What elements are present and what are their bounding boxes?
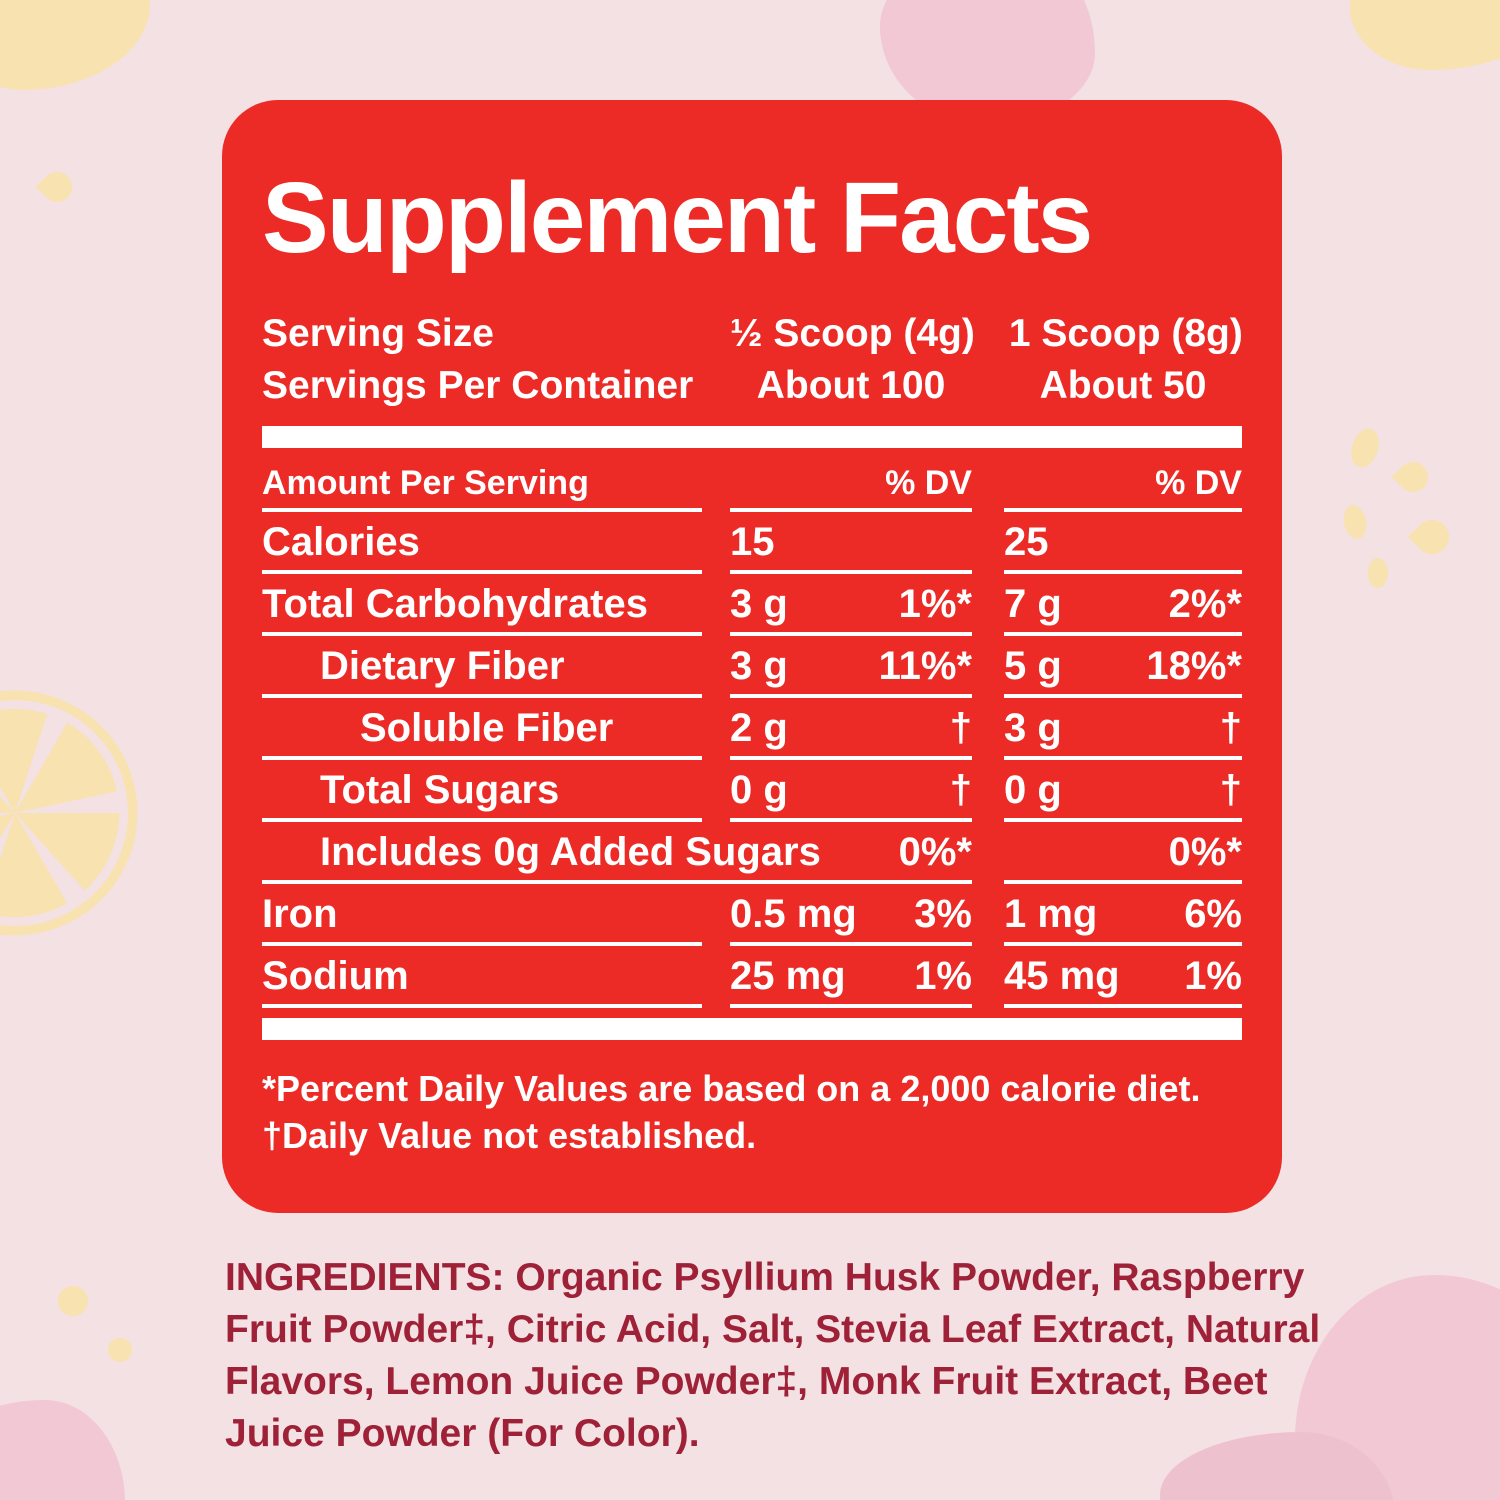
decor-drop-right-5-icon [1368,558,1388,588]
row-label: Sodium [262,954,702,1008]
table-row-calories: Calories 15 25 [262,512,1242,574]
decor-blob-bottom-left-icon [0,1400,125,1500]
amount-per-serving-label: Amount Per Serving [262,464,702,512]
row-label: Soluble Fiber [262,706,702,760]
table-row-soluble-fiber: Soluble Fiber 2 g † 3 g † [262,698,1242,760]
table-row-total-carbohydrates: Total Carbohydrates 3 g 1%* 7 g 2%* [262,574,1242,636]
amount: 0 g [730,768,788,812]
supplement-facts-panel: Supplement Facts Serving Size ½ Scoop (4… [222,100,1282,1213]
amount: 0.5 mg [730,892,857,936]
amount: 7 g [1004,582,1062,626]
decor-dot-bottom-left-2-icon [108,1338,132,1362]
amount: 2 g [730,706,788,750]
decor-drop-right-4-icon [1407,512,1457,562]
row-label: Total Carbohydrates [262,582,702,636]
amount: 1 mg [1004,892,1098,936]
row-label: Iron [262,892,702,946]
servings-per-container-col1: About 100 [756,364,946,407]
decor-blob-top-right-yellow-icon [1350,0,1500,70]
amount: 3 g [730,644,788,688]
serving-size-row: Serving Size ½ Scoop (4g) 1 Scoop (8g) [262,308,1243,360]
serving-size-label: Serving Size [262,312,494,355]
dv-header-col2: % DV [1004,464,1242,512]
amount: 3 g [1004,706,1062,750]
servings-per-container-label: Servings Per Container [262,364,694,407]
amount: 45 mg [1004,954,1120,998]
dv: 3% [914,892,972,936]
row-label: Includes 0g Added Sugars [320,830,821,874]
decor-lemon-slice-icon [0,690,138,936]
amount: 5 g [1004,644,1062,688]
amount: 3 g [730,582,788,626]
servings-per-container-row: Servings Per Container About 100 About 5… [262,360,1242,412]
facts-table: Amount Per Serving % DV % DV Calories 15… [262,456,1242,1008]
table-row-total-sugars: Total Sugars 0 g † 0 g † [262,760,1242,822]
ingredients-text: INGREDIENTS: Organic Psyllium Husk Powde… [225,1256,1321,1455]
serving-size-one-scoop: 1 Scoop (8g) [1008,312,1243,355]
dv: 0%* [898,830,972,874]
table-header-row: Amount Per Serving % DV % DV [262,456,1242,512]
dv-header-col1: % DV [730,464,972,512]
decor-drop-left-icon [35,165,79,209]
row-label: Calories [262,520,702,574]
serving-size-half-scoop: ½ Scoop (4g) [730,312,975,355]
decor-dot-bottom-left-1-icon [58,1286,88,1316]
amount: 0 g [1004,768,1062,812]
dv: 0%* [1168,830,1242,874]
footnotes: *Percent Daily Values are based on a 2,0… [262,1066,1242,1160]
dv: 18%* [1146,644,1242,688]
dv: 2%* [1168,582,1242,626]
table-row-dietary-fiber: Dietary Fiber 3 g 11%* 5 g 18%* [262,636,1242,698]
table-row-iron: Iron 0.5 mg 3% 1 mg 6% [262,884,1242,946]
dv: 1% [914,954,972,998]
dv: † [949,706,972,750]
dv: † [1219,706,1242,750]
dv: † [949,768,972,812]
decor-drop-right-3-icon [1340,503,1370,541]
dv: 11%* [878,644,972,688]
divider-bar-top [262,426,1242,448]
decor-drop-right-1-icon [1346,424,1384,472]
dv: † [1219,768,1242,812]
decor-drop-right-2-icon [1391,455,1435,499]
servings-per-container-col2: About 50 [1039,364,1207,407]
divider-bar-bottom [262,1018,1242,1040]
footnote-daily-values: *Percent Daily Values are based on a 2,0… [262,1068,1201,1109]
table-row-sodium: Sodium 25 mg 1% 45 mg 1% [262,946,1242,1008]
amount: 25 mg [730,954,846,998]
dv: 1% [1184,954,1242,998]
row-label: Total Sugars [262,768,702,822]
row-label: Dietary Fiber [262,644,702,698]
footnote-dagger: †Daily Value not established. [262,1114,757,1156]
dv: 1%* [898,582,972,626]
amount: 15 [730,520,775,564]
dv: 6% [1184,892,1242,936]
table-row-added-sugars: Includes 0g Added Sugars 0%* 0%* [262,822,1242,884]
panel-title: Supplement Facts [262,162,1093,274]
amount: 25 [1004,520,1049,564]
